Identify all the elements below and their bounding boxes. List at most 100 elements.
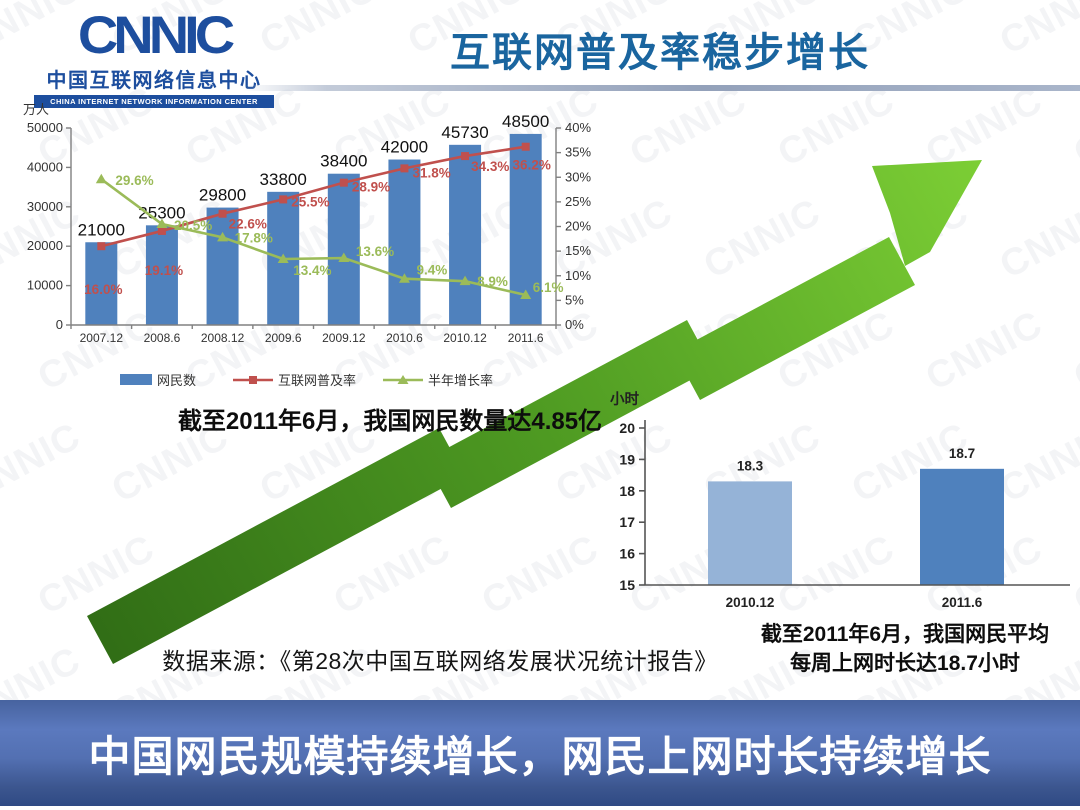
legend-swatch-bar bbox=[120, 374, 152, 385]
cnnic-watermark: CNNIC bbox=[919, 303, 1050, 400]
series-point-label: 6.1% bbox=[533, 280, 564, 295]
category-label: 2011.6 bbox=[942, 595, 983, 610]
svg-text:2009.6: 2009.6 bbox=[265, 331, 302, 345]
svg-text:10000: 10000 bbox=[27, 278, 63, 293]
svg-text:0: 0 bbox=[56, 317, 63, 332]
square-marker bbox=[97, 242, 106, 251]
cnnic-watermark: CNNIC bbox=[179, 527, 310, 624]
series-point-label: 25.5% bbox=[291, 194, 329, 209]
bar-value-label: 38400 bbox=[320, 152, 367, 171]
square-marker bbox=[157, 226, 166, 235]
series-point-label: 13.4% bbox=[293, 263, 331, 278]
data-source-note: 数据来源：《第28次中国互联网络发展状况统计报告》 bbox=[162, 648, 718, 674]
triangle-marker bbox=[520, 289, 532, 299]
category-label: 2010.12 bbox=[726, 595, 775, 610]
arrow-shaft-segment bbox=[674, 237, 915, 400]
arrow-head bbox=[872, 160, 982, 266]
arrow-shaft-segment bbox=[87, 428, 465, 664]
series-line bbox=[100, 145, 526, 248]
netizen-bar bbox=[206, 207, 239, 325]
bar-value-label: 21000 bbox=[78, 220, 125, 239]
svg-text:50000: 50000 bbox=[27, 120, 63, 135]
svg-text:40%: 40% bbox=[565, 120, 591, 135]
svg-text:2011.6: 2011.6 bbox=[508, 331, 544, 345]
slide-header: CNNIC 中国互联网络信息中心 CHINA INTERNET NETWORK … bbox=[0, 0, 1080, 108]
triangle-marker bbox=[459, 275, 471, 286]
axis-unit-label: 小时 bbox=[610, 391, 639, 408]
square-marker bbox=[461, 152, 470, 161]
cnnic-logo-name-en: CHINA INTERNET NETWORK INFORMATION CENTE… bbox=[34, 95, 274, 108]
legend-label: 半年增长率 bbox=[428, 373, 493, 388]
legend-label: 网民数 bbox=[157, 373, 196, 388]
triangle-marker bbox=[277, 253, 289, 264]
header-divider bbox=[243, 85, 1080, 91]
svg-text:30000: 30000 bbox=[27, 199, 63, 214]
svg-text:2007.12: 2007.12 bbox=[80, 331, 124, 345]
svg-text:25%: 25% bbox=[565, 194, 591, 209]
square-marker bbox=[279, 195, 288, 204]
svg-text:2010.12: 2010.12 bbox=[443, 331, 487, 345]
cnnic-logo-acronym: CNNIC bbox=[77, 4, 235, 65]
square-marker bbox=[218, 209, 227, 218]
svg-text:2008.6: 2008.6 bbox=[144, 331, 181, 345]
triangle-marker bbox=[338, 252, 350, 263]
bar-value-label: 45730 bbox=[441, 123, 488, 142]
cnnic-watermark: CNNIC bbox=[1067, 303, 1080, 400]
cnnic-watermark: CNNIC bbox=[0, 415, 88, 512]
svg-text:18: 18 bbox=[619, 483, 635, 499]
chart1-caption: 截至2011年6月，我国网民数量达4.85亿 bbox=[177, 408, 603, 435]
svg-text:20%: 20% bbox=[565, 219, 591, 234]
series-point-label: 31.8% bbox=[412, 165, 450, 180]
netizen-bar bbox=[145, 225, 178, 325]
netizen-bar bbox=[85, 242, 118, 325]
chart2-caption-line1: 截至2011年6月，我国网民平均 bbox=[760, 623, 1050, 646]
series-point-label: 8.9% bbox=[477, 274, 508, 289]
svg-text:5%: 5% bbox=[565, 292, 584, 307]
bar-value-label: 18.7 bbox=[949, 446, 975, 461]
cnnic-watermark: CNNIC bbox=[845, 191, 976, 288]
hours-bar bbox=[708, 481, 792, 585]
bar-value-label: 33800 bbox=[260, 170, 307, 189]
cnnic-watermark: CNNIC bbox=[475, 527, 606, 624]
svg-text:20: 20 bbox=[619, 420, 635, 436]
square-marker bbox=[400, 164, 409, 173]
square-marker bbox=[339, 178, 348, 187]
chart2-caption: 截至2011年6月，我国网民平均 每周上网时长达18.7小时 bbox=[715, 621, 1080, 679]
cnnic-watermark: CNNIC bbox=[697, 191, 828, 288]
triangle-marker bbox=[217, 231, 229, 242]
bottom-banner-text: 中国网民规模持续增长，网民上网时长持续增长 bbox=[88, 732, 992, 780]
svg-text:2010.6: 2010.6 bbox=[386, 331, 423, 345]
square-marker bbox=[521, 142, 530, 151]
netizen-bar bbox=[449, 144, 482, 325]
series-point-label: 28.9% bbox=[352, 180, 390, 195]
svg-text:17: 17 bbox=[619, 514, 635, 530]
cnnic-watermark: CNNIC bbox=[327, 527, 458, 624]
page-title: 互联网普及率稳步增长 bbox=[450, 31, 870, 75]
svg-text:15%: 15% bbox=[565, 243, 591, 258]
chart2-caption-line2: 每周上网时长达18.7小时 bbox=[790, 651, 1020, 675]
triangle-marker bbox=[398, 273, 410, 283]
cnnic-watermark: CNNIC bbox=[31, 527, 162, 624]
series-point-label: 36.2% bbox=[513, 158, 551, 173]
cnnic-watermark: CNNIC bbox=[771, 303, 902, 400]
weekly-hours-chart: 18.3 2010.12 18.7 2011.6 15 16 17 18 19 20 小时 bbox=[610, 391, 1070, 610]
series-point-label: 22.6% bbox=[229, 217, 267, 232]
cnnic-logo-name-cn: 中国互联网络信息中心 bbox=[46, 70, 262, 92]
bar-value-label: 48500 bbox=[502, 112, 549, 131]
bar-value-label: 25300 bbox=[138, 203, 185, 222]
cnnic-watermark: CNNIC bbox=[623, 303, 754, 400]
svg-text:30%: 30% bbox=[565, 169, 591, 184]
svg-text:10%: 10% bbox=[565, 268, 591, 283]
series-line bbox=[100, 178, 526, 297]
bar-value-label: 18.3 bbox=[737, 458, 764, 473]
netizen-bar bbox=[327, 173, 360, 325]
svg-text:19: 19 bbox=[619, 451, 635, 467]
triangle-marker bbox=[156, 218, 168, 229]
netizen-bar bbox=[388, 159, 421, 325]
series-point-label: 29.6% bbox=[115, 173, 153, 188]
series-point-label: 16.0% bbox=[84, 282, 122, 297]
series-point-label: 20.5% bbox=[174, 218, 212, 233]
svg-text:20000: 20000 bbox=[27, 238, 63, 253]
bar-value-label: 42000 bbox=[381, 138, 428, 157]
